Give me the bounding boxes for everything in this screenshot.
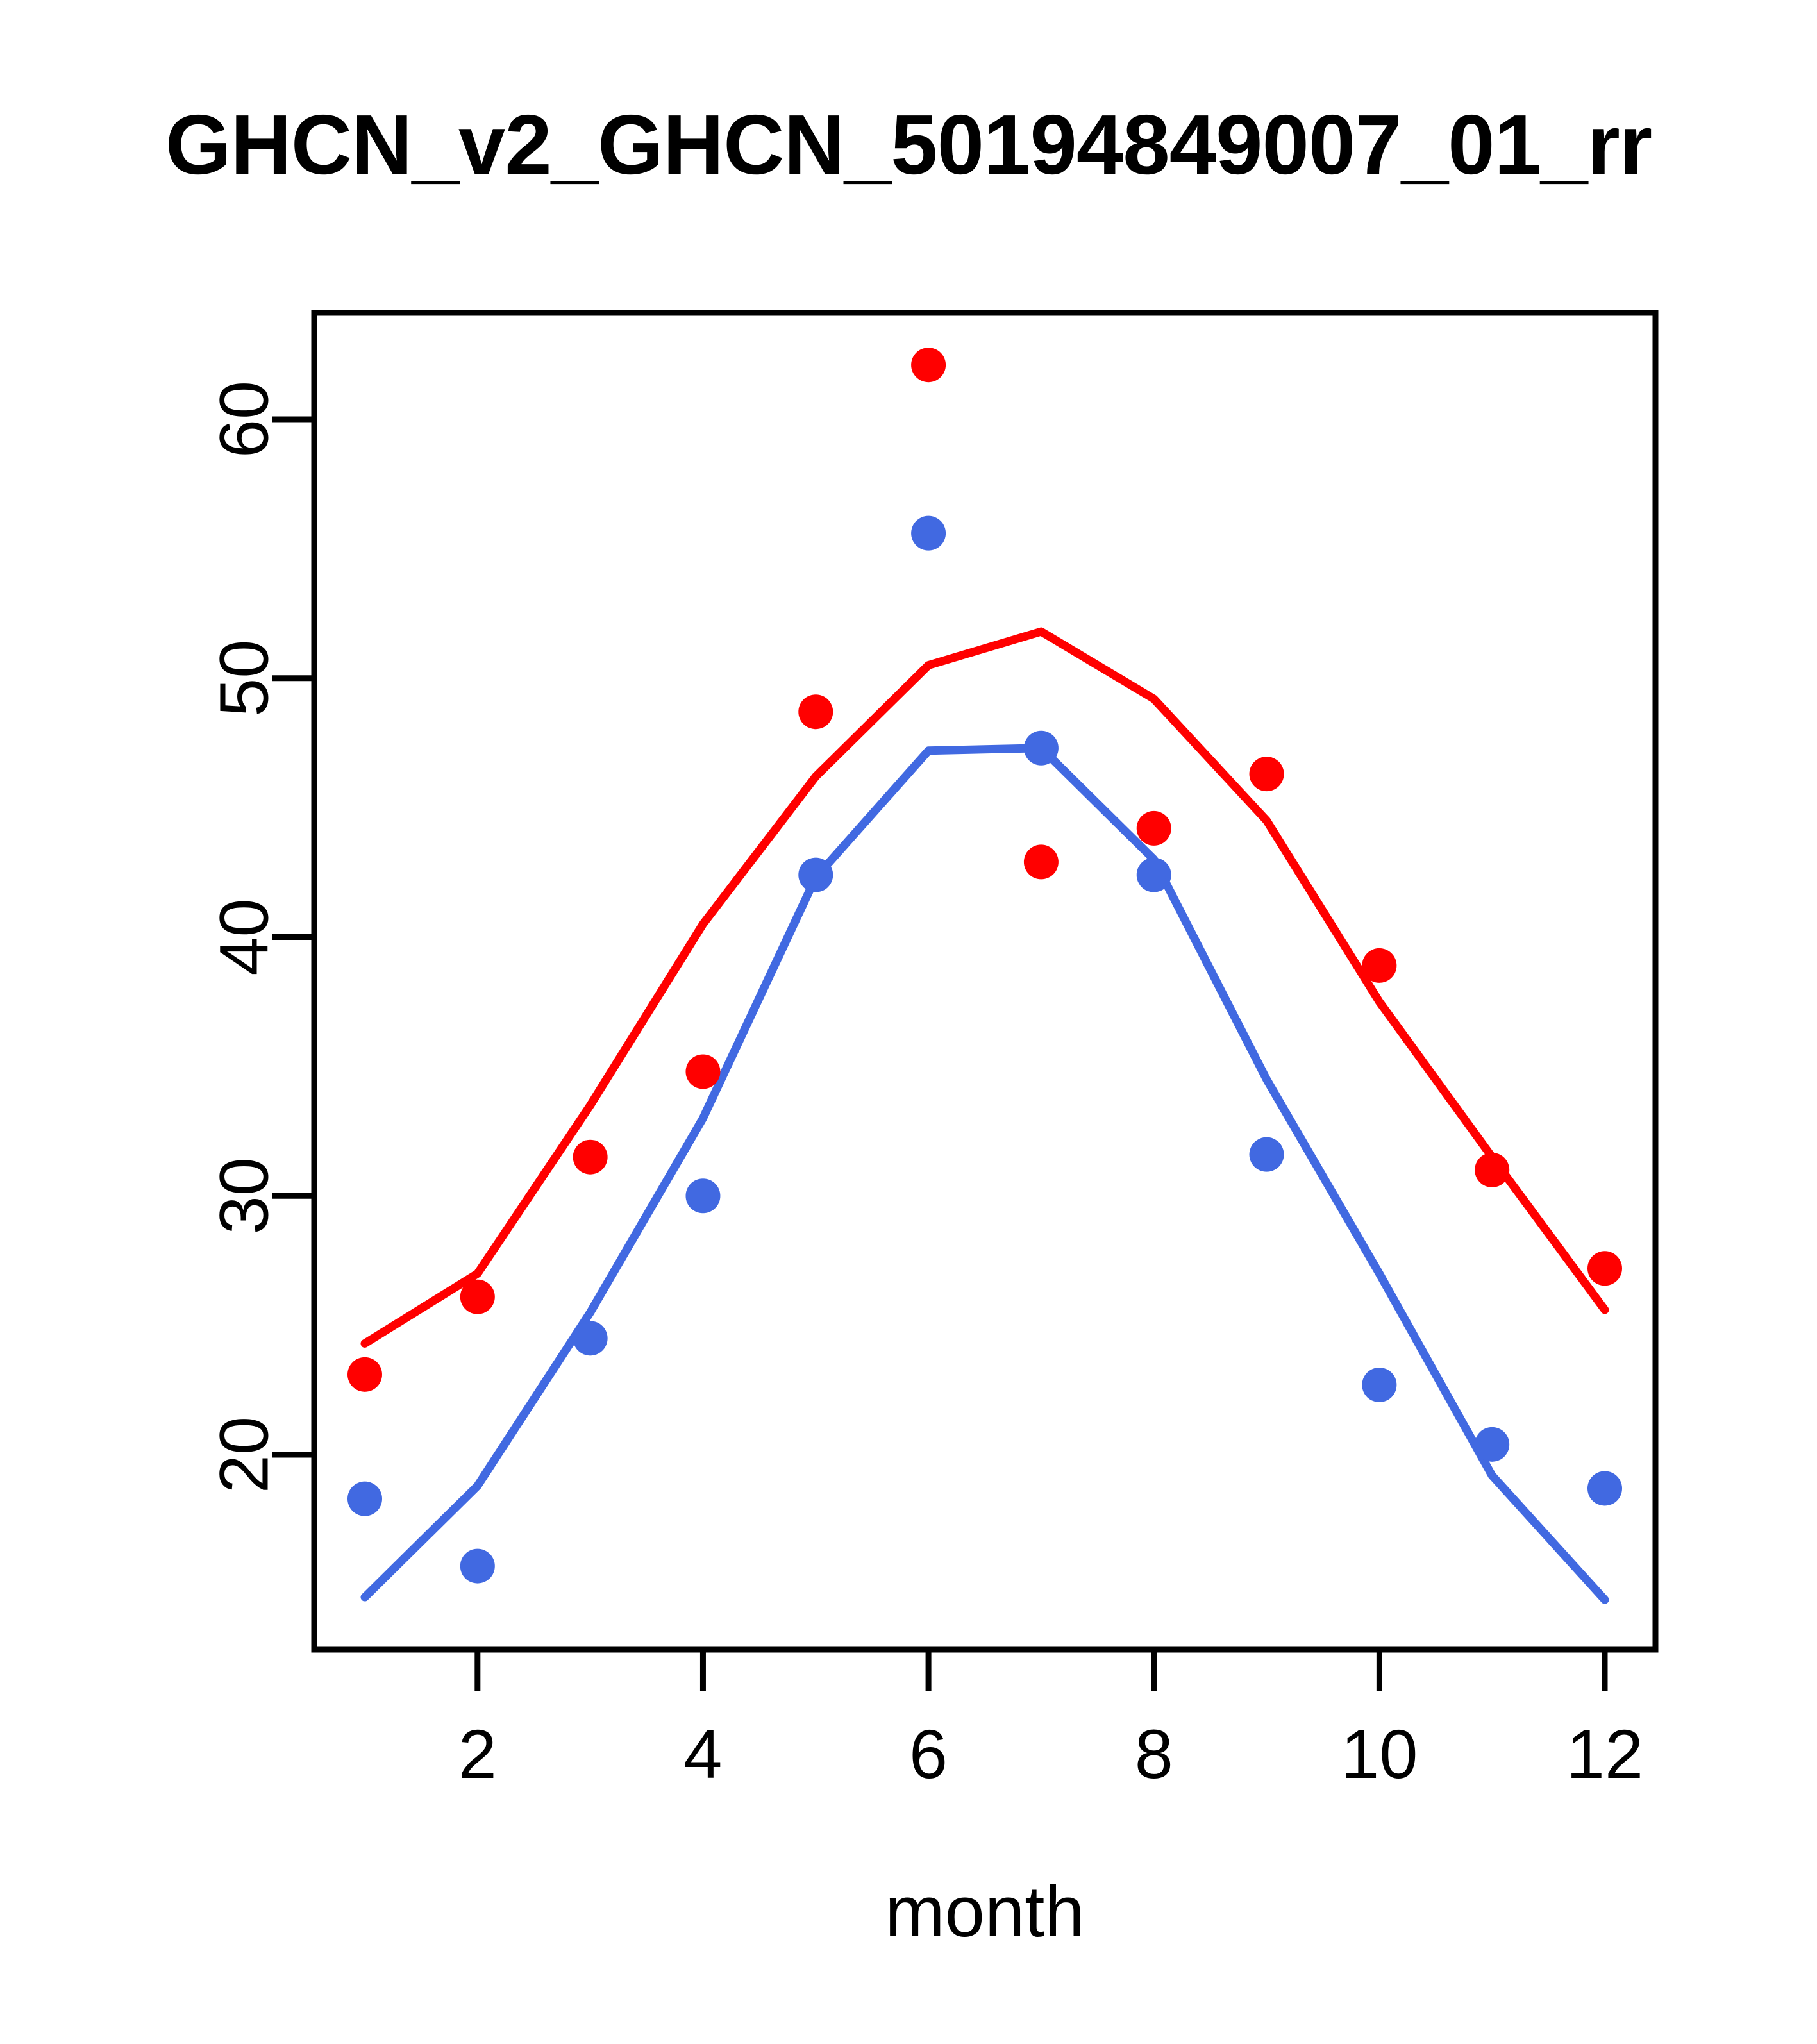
y-tick-label: 60 <box>205 381 283 458</box>
plot-frame <box>311 310 1659 1653</box>
x-tick-label: 6 <box>909 1715 948 1793</box>
data-point-red-points <box>573 1139 608 1175</box>
data-point-blue-points <box>1587 1471 1622 1506</box>
series-line-blue-line <box>360 744 1609 1604</box>
data-point-blue-points <box>460 1548 495 1584</box>
data-point-red-points <box>1023 844 1059 880</box>
data-point-blue-points <box>573 1321 608 1356</box>
data-point-blue-points <box>1475 1427 1510 1462</box>
data-point-red-points <box>1587 1251 1622 1286</box>
data-series-group <box>347 348 1622 1604</box>
data-point-blue-points <box>1023 730 1059 766</box>
data-point-blue-points <box>1249 1137 1284 1172</box>
x-tick-label: 12 <box>1566 1715 1643 1793</box>
data-point-red-points <box>1249 757 1284 792</box>
data-point-red-points <box>798 694 833 730</box>
x-tick-label: 10 <box>1341 1715 1418 1793</box>
x-tick-label: 2 <box>458 1715 497 1793</box>
data-point-blue-points <box>911 515 946 551</box>
x-tick-label: 8 <box>1135 1715 1173 1793</box>
page-title: GHCN_v2_GHCN_50194849007_01_rr <box>165 97 1652 192</box>
data-point-red-points <box>1136 810 1171 846</box>
data-point-blue-points <box>685 1178 721 1214</box>
y-tick-label: 20 <box>205 1416 283 1493</box>
y-tick-label: 50 <box>205 640 283 717</box>
data-point-red-points <box>911 348 946 383</box>
y-tick-label: 30 <box>205 1157 283 1234</box>
data-point-red-points <box>1362 948 1397 983</box>
series-line-red-line <box>360 627 1609 1348</box>
data-point-red-points <box>685 1054 721 1089</box>
x-tick-label: 4 <box>683 1715 722 1793</box>
data-point-blue-points <box>1362 1367 1397 1402</box>
data-point-red-points <box>1475 1152 1510 1187</box>
data-point-blue-points <box>347 1481 382 1516</box>
x-axis-title: month <box>885 1872 1084 1952</box>
data-point-blue-points <box>1136 857 1171 892</box>
y-tick-label: 40 <box>205 898 283 975</box>
data-point-red-points <box>460 1279 495 1314</box>
x-axis: 2 4 6 8 10 12 <box>458 1650 1643 1793</box>
data-point-red-points <box>347 1357 382 1392</box>
data-point-blue-points <box>798 857 833 892</box>
y-axis: 20 30 40 50 60 <box>205 381 314 1493</box>
